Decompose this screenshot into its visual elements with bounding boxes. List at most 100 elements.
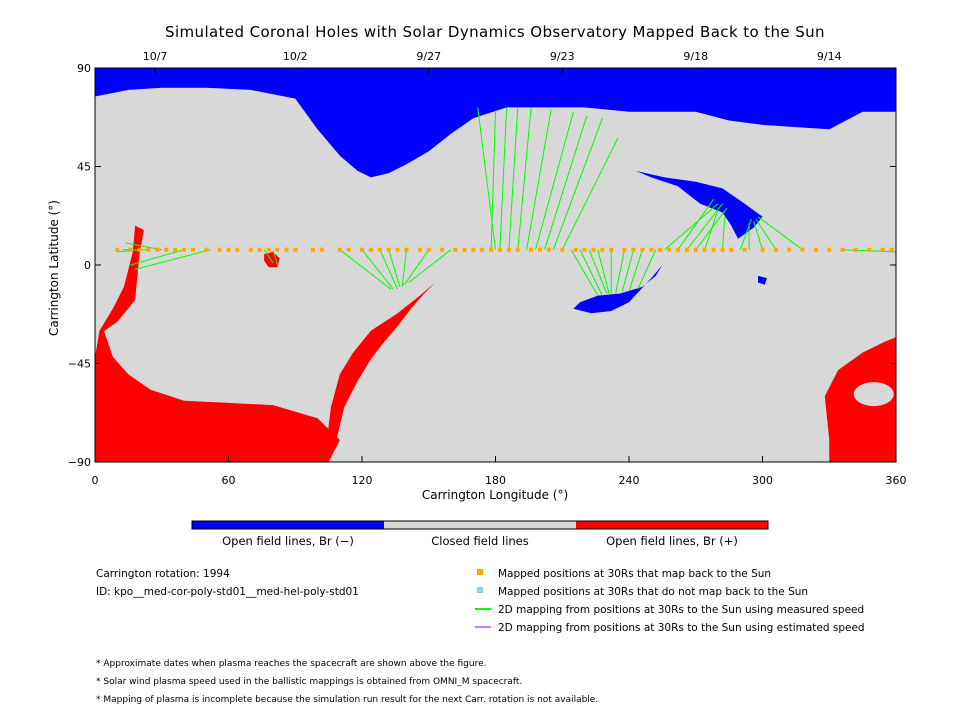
positive-coronal-hole-tongue <box>326 282 436 445</box>
mapped-position-marker <box>337 247 342 252</box>
mapping-line <box>517 107 532 250</box>
closed-field-background <box>95 68 896 462</box>
mapped-position-marker <box>787 247 792 252</box>
mapped-position-marker <box>675 247 680 252</box>
map-area <box>95 68 896 462</box>
x-tick-label: 120 <box>352 474 373 487</box>
mapping-line <box>490 111 496 250</box>
closed-field-island <box>853 382 894 407</box>
mapped-position-marker <box>529 247 534 252</box>
mapped-position-marker <box>773 247 778 252</box>
mapped-position-marker <box>560 247 565 252</box>
mapped-position-marker <box>319 247 324 252</box>
mapping-line <box>263 249 274 264</box>
mapping-line <box>508 107 519 250</box>
mapped-position-marker <box>729 247 734 252</box>
x-tick-label: 0 <box>92 474 99 487</box>
mapping-line <box>637 249 657 290</box>
mapped-position-marker <box>489 247 494 252</box>
mapped-position-marker <box>190 247 195 252</box>
note-2: * Solar wind plasma speed used in the ba… <box>96 677 522 687</box>
mapped-position-marker <box>226 247 231 252</box>
date-tick-label: 9/18 <box>683 50 708 63</box>
y-axis-label: Carrington Latitude (°) <box>47 200 61 336</box>
x-tick-label: 180 <box>485 474 506 487</box>
y-tick-label: −90 <box>68 456 91 469</box>
mapped-position-marker <box>182 247 186 252</box>
mid-negative-coronal-hole <box>635 170 763 239</box>
mapping-line <box>621 249 634 292</box>
mapped-position-marker <box>266 247 271 252</box>
mapped-position-marker <box>462 247 467 252</box>
north-negative-coronal-hole <box>95 68 896 178</box>
mapped-position-marker <box>248 247 253 252</box>
date-tick-label: 9/14 <box>817 50 842 63</box>
mapped-position-marker <box>115 247 120 252</box>
note-1: * Approximate dates when plasma reaches … <box>96 659 487 669</box>
mapping-line <box>388 249 401 288</box>
mapping-line <box>753 221 763 250</box>
mapped-position-marker <box>538 247 542 252</box>
mapped-position-marker <box>377 247 382 252</box>
mapped-position-marker <box>702 247 707 252</box>
mapped-position-marker <box>742 247 747 252</box>
mapped-position-marker <box>658 247 663 252</box>
date-tick-label: 10/2 <box>283 50 308 63</box>
mapped-position-marker <box>404 247 409 252</box>
mapped-position-marker <box>889 247 894 252</box>
mapped-positions <box>115 247 894 252</box>
y-tick-label: 0 <box>84 259 91 272</box>
mapped-position-marker <box>497 247 502 252</box>
mapping-line <box>552 118 603 250</box>
colorbar-label-closed: Closed field lines <box>431 534 529 548</box>
mapping-line <box>361 249 394 290</box>
date-tick-label: 9/23 <box>550 50 575 63</box>
mapped-position-marker <box>311 247 315 252</box>
mapped-position-marker <box>827 247 832 252</box>
mapped-position-marker <box>720 247 725 252</box>
axes: 0 60 120 180 240 300 360 90 45 0 −45 −90 10/7 10/2 9/2… <box>68 50 907 487</box>
south-positive-coronal-hole <box>95 225 340 462</box>
mapped-position-marker <box>284 247 289 252</box>
mapped-position-marker <box>573 247 578 252</box>
date-tick-label: 10/7 <box>143 50 168 63</box>
carrington-rotation: Carrington rotation: 1994 <box>96 568 230 580</box>
mapped-position-marker <box>293 247 298 252</box>
mapped-position-marker <box>813 247 818 252</box>
mapping-line <box>628 249 643 292</box>
y-tick-label: 90 <box>77 62 91 75</box>
mapping-line <box>677 199 715 250</box>
mapping-line <box>134 249 211 270</box>
mapping-line <box>403 249 430 285</box>
x-tick-label: 60 <box>222 474 236 487</box>
mapping-line <box>272 249 278 266</box>
mapped-position-marker <box>368 247 373 252</box>
south-negative-coronal-hole <box>573 265 663 314</box>
mapping-line <box>722 216 726 250</box>
mapping-line <box>597 249 610 294</box>
mapped-position-marker <box>395 247 400 252</box>
mapped-position-marker <box>217 247 222 252</box>
mapped-position-marker <box>800 247 805 252</box>
mapped-position-marker <box>480 247 485 252</box>
y-tick-label: −45 <box>68 358 91 371</box>
chart-title: Simulated Coronal Holes with Solar Dynam… <box>165 23 825 41</box>
mapped-position-marker <box>667 247 671 252</box>
legend-not-mapped-label: Mapped positions at 30Rs that do not map… <box>498 586 808 598</box>
mapping-line <box>588 249 608 294</box>
note-3: * Mapping of plasma is incomplete becaus… <box>96 695 598 705</box>
mapped-position-marker <box>622 247 627 252</box>
date-tick-label: 9/27 <box>416 50 441 63</box>
mapped-position-marker <box>640 247 645 252</box>
x-axis-label: Carrington Longitude (°) <box>422 488 568 502</box>
mapped-position-marker <box>609 247 614 252</box>
mapped-position-marker <box>840 247 845 252</box>
mapped-position-marker <box>346 247 351 252</box>
mapped-position-marker <box>471 247 476 252</box>
mapped-position-marker <box>453 247 458 252</box>
x-tick-label: 240 <box>619 474 640 487</box>
mapped-position-marker <box>591 247 596 252</box>
mapping-line <box>339 249 392 290</box>
mapping-lines <box>117 107 897 296</box>
x-tick-label: 360 <box>886 474 907 487</box>
